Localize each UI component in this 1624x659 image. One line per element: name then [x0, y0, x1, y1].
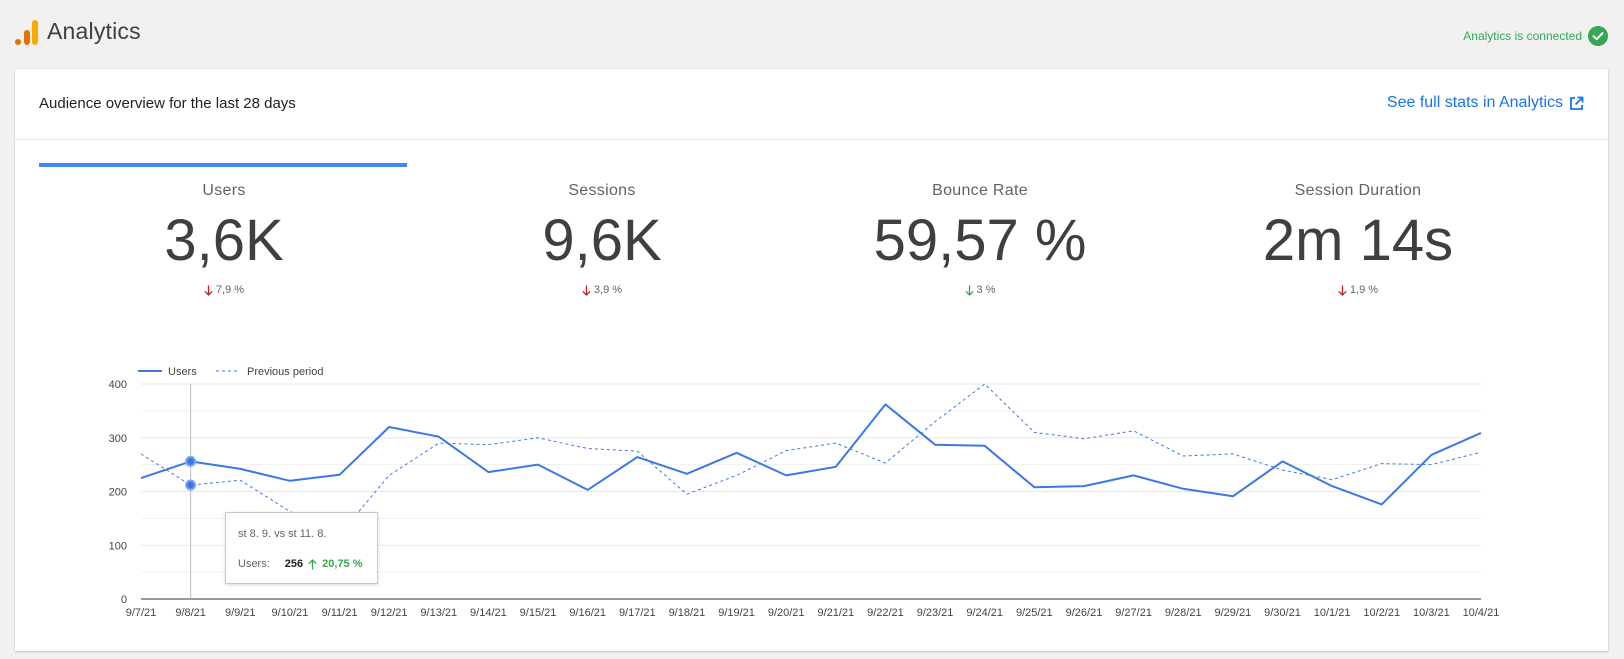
- see-full-stats-label: See full stats in Analytics: [1386, 94, 1563, 111]
- top-bar: Analytics Analytics is connected: [0, 0, 1624, 68]
- app-title: Analytics: [47, 18, 141, 44]
- x-tick-label: 9/19/21: [718, 607, 755, 619]
- arrow-down-icon: [1338, 285, 1347, 296]
- metric-delta: 7,9 %: [39, 284, 409, 296]
- x-tick-label: 9/8/21: [175, 607, 206, 619]
- y-tick-label: 200: [109, 487, 127, 499]
- x-tick-label: 9/26/21: [1066, 607, 1103, 619]
- hover-point: [185, 455, 197, 467]
- connection-status: Analytics is connected: [1463, 26, 1608, 46]
- metric-delta-value: 1,9 %: [1349, 284, 1379, 296]
- tooltip-label: Users:: [238, 558, 270, 570]
- x-tick-label: 9/18/21: [669, 607, 706, 619]
- analytics-logo-icon: [15, 20, 38, 45]
- hover-point: [185, 479, 197, 491]
- y-tick-label: 0: [121, 594, 127, 606]
- metric-value: 9,6K: [542, 208, 662, 273]
- tab-sessions[interactable]: Sessions 9,6K 3,9 %: [417, 182, 787, 296]
- x-tick-label: 9/24/21: [966, 607, 1003, 619]
- x-tick-label: 9/7/21: [126, 607, 157, 619]
- y-tick-label: 300: [109, 433, 127, 445]
- metric-label: Bounce Rate: [932, 182, 1028, 199]
- x-tick-label: 10/4/21: [1463, 607, 1500, 619]
- arrow-down-icon: [204, 285, 213, 296]
- active-tab-indicator: [39, 163, 407, 167]
- metric-delta: 3 %: [795, 284, 1165, 296]
- x-tick-label: 9/13/21: [420, 607, 457, 619]
- y-tick-label: 400: [109, 379, 127, 391]
- metric-delta-value: 7,9 %: [215, 284, 245, 296]
- x-tick-label: 9/22/21: [867, 607, 904, 619]
- chart-tooltip: st 8. 9. vs st 11. 8. Users: 256 20,75 %: [225, 512, 378, 584]
- x-tick-label: 9/14/21: [470, 607, 507, 619]
- x-tick-label: 9/23/21: [917, 607, 954, 619]
- y-tick-label: 100: [109, 540, 127, 552]
- tab-users[interactable]: Users 3,6K 7,9 %: [39, 182, 409, 296]
- connection-status-text: Analytics is connected: [1463, 29, 1582, 43]
- tooltip-row: Users: 256 20,75 %: [238, 558, 363, 570]
- x-tick-label: 9/20/21: [768, 607, 805, 619]
- x-tick-label: 9/21/21: [817, 607, 854, 619]
- series-line-users: [140, 403, 1482, 506]
- x-tick-label: 9/17/21: [619, 607, 656, 619]
- x-tick-label: 10/1/21: [1314, 607, 1351, 619]
- metric-label: Sessions: [568, 182, 636, 199]
- x-tick-label: 9/9/21: [225, 607, 256, 619]
- arrow-up-icon: [308, 558, 317, 569]
- metric-delta-value: 3,9 %: [593, 284, 623, 296]
- x-tick-label: 9/12/21: [371, 607, 408, 619]
- x-tick-label: 9/25/21: [1016, 607, 1053, 619]
- arrow-down-icon: [582, 285, 591, 296]
- check-circle-icon: [1588, 26, 1608, 46]
- metric-delta: 3,9 %: [417, 284, 787, 296]
- metric-delta-value: 3 %: [976, 284, 996, 296]
- x-tick-label: 9/27/21: [1115, 607, 1152, 619]
- metric-label: Session Duration: [1294, 182, 1422, 199]
- metric-value: 59,57 %: [873, 208, 1087, 273]
- arrow-down-icon: [964, 285, 974, 296]
- x-tick-label: 9/29/21: [1215, 607, 1252, 619]
- x-tick-label: 10/2/21: [1363, 607, 1400, 619]
- series-line-previous-period: [140, 383, 1482, 535]
- see-full-stats-link[interactable]: See full stats in Analytics: [1387, 94, 1584, 112]
- legend-label-previous-period: Previous period: [247, 366, 323, 378]
- x-tick-label: 9/15/21: [520, 607, 557, 619]
- tab-session-duration[interactable]: Session Duration 2m 14s 1,9 %: [1173, 182, 1543, 296]
- x-tick-label: 9/30/21: [1264, 607, 1301, 619]
- metric-value: 3,6K: [164, 208, 284, 273]
- tooltip-change: 20,75 %: [322, 558, 363, 570]
- metric-value: 2m 14s: [1262, 208, 1454, 273]
- card-title: Audience overview for the last 28 days: [39, 95, 296, 112]
- metric-label: Users: [202, 182, 246, 199]
- tooltip-value: 256: [284, 558, 304, 570]
- metric-delta: 1,9 %: [1173, 284, 1543, 296]
- legend-label-users: Users: [168, 366, 197, 378]
- x-tick-label: 9/10/21: [272, 607, 309, 619]
- tab-bounce-rate[interactable]: Bounce Rate 59,57 % 3 %: [795, 182, 1165, 296]
- card-header: Audience overview for the last 28 days S…: [15, 69, 1608, 140]
- x-tick-label: 9/16/21: [569, 607, 606, 619]
- x-tick-label: 9/11/21: [322, 607, 358, 619]
- x-tick-label: 10/3/21: [1413, 607, 1450, 619]
- x-tick-label: 9/28/21: [1165, 607, 1202, 619]
- external-link-icon: [1570, 96, 1584, 110]
- tooltip-title: st 8. 9. vs st 11. 8.: [238, 528, 327, 540]
